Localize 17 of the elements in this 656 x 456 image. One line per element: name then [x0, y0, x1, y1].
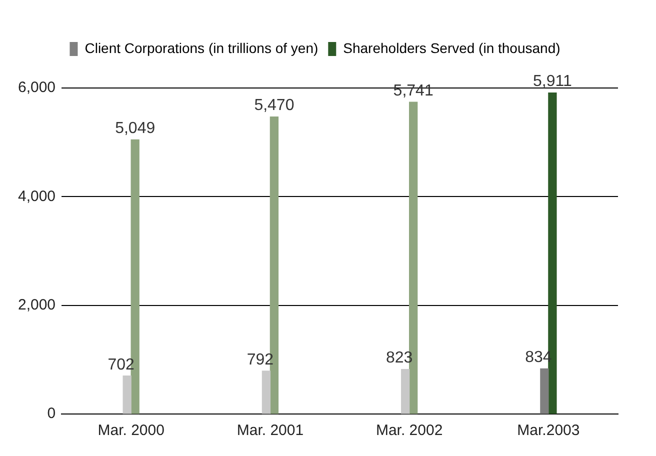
data-label: 5,049: [115, 120, 156, 138]
bar: [400, 368, 410, 414]
data-label: 5,911: [533, 73, 572, 90]
x-tick-label: Mar. 2000: [98, 422, 164, 440]
y-tick-label: 4,000: [18, 188, 56, 205]
bar: [540, 368, 549, 414]
bar: [122, 376, 132, 414]
data-label: 5,470: [254, 97, 294, 114]
legend-label: Client Corporations (in trillions of yen): [84, 40, 318, 56]
x-tick-label: Mar.2003: [517, 422, 580, 440]
y-tick-label: 2,000: [18, 296, 56, 314]
y-tick-label: 6,000: [18, 79, 56, 96]
x-tick-label: Mar. 2002: [376, 422, 443, 440]
bar: [262, 370, 271, 414]
y-tick-label: 0: [47, 405, 56, 422]
legend-label: Shareholders Served (in thousand): [343, 40, 560, 56]
x-tick-label: Mar. 2001: [236, 422, 304, 440]
